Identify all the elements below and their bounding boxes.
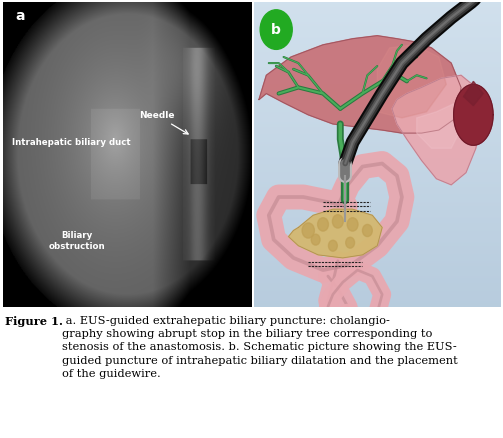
Polygon shape xyxy=(377,45,446,118)
Polygon shape xyxy=(416,102,463,148)
Circle shape xyxy=(363,224,372,237)
Circle shape xyxy=(260,10,292,49)
Polygon shape xyxy=(392,75,481,185)
Circle shape xyxy=(328,240,338,251)
Text: Biliary
obstruction: Biliary obstruction xyxy=(49,231,106,251)
Text: Figure 1.: Figure 1. xyxy=(5,316,63,327)
Circle shape xyxy=(346,237,355,248)
Polygon shape xyxy=(259,35,461,133)
Polygon shape xyxy=(289,209,382,258)
Polygon shape xyxy=(463,81,483,106)
Circle shape xyxy=(317,218,328,231)
Text: Needle: Needle xyxy=(139,111,188,134)
Circle shape xyxy=(332,215,343,228)
Circle shape xyxy=(347,218,358,231)
Text: b: b xyxy=(271,23,281,37)
Text: a: a xyxy=(15,10,25,24)
Text: Intrahepatic biliary duct: Intrahepatic biliary duct xyxy=(13,138,131,147)
Text: a. EUS-guided extrahepatic biliary puncture: cholangio-
graphy showing abrupt st: a. EUS-guided extrahepatic biliary punct… xyxy=(62,316,457,379)
Circle shape xyxy=(302,223,314,238)
Circle shape xyxy=(311,234,320,245)
Polygon shape xyxy=(454,85,493,145)
